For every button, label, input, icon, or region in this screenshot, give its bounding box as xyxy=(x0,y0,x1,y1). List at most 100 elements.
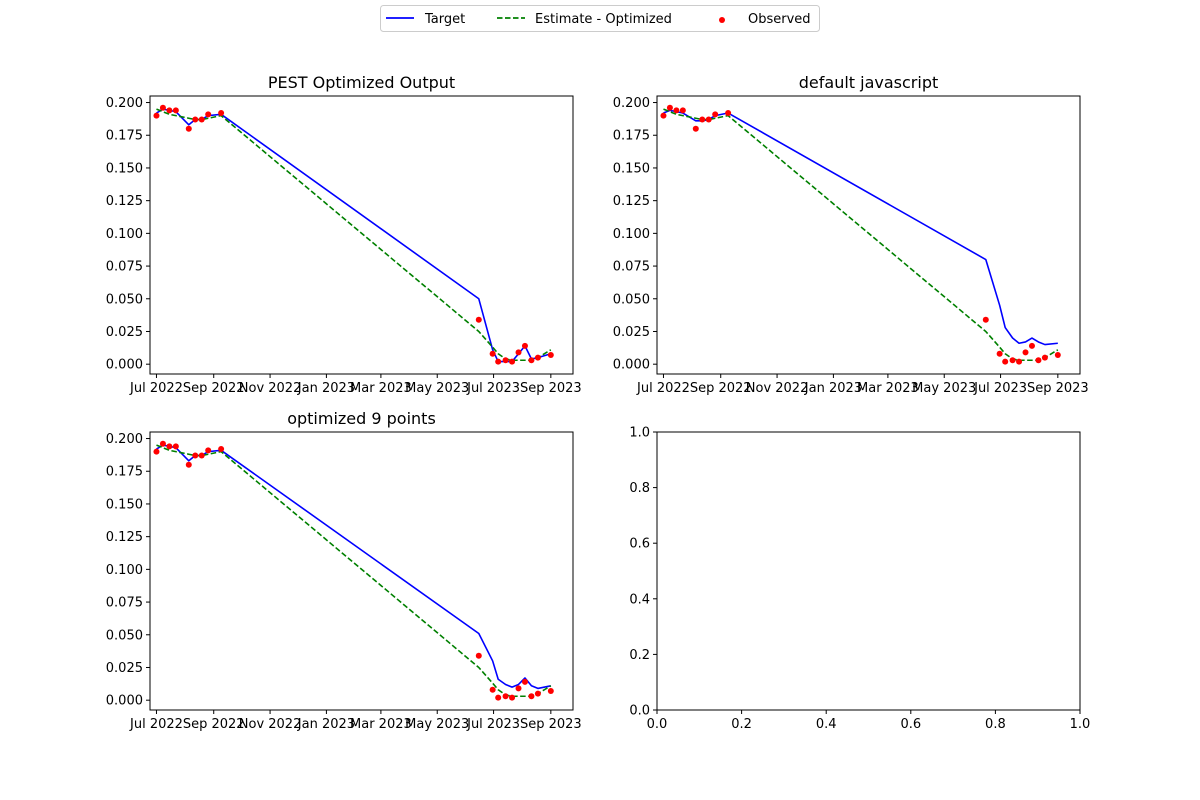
c3-y-tick-label-2: 0.4 xyxy=(629,592,650,607)
c2-x-tick-label-3: Jan 2023 xyxy=(297,717,355,732)
c0-x-tick-label-0: Jul 2022 xyxy=(129,381,183,396)
c1-observed-point-12 xyxy=(1009,357,1016,364)
c0-observed-point-0 xyxy=(153,112,160,119)
c1-y-tick-label-2: 0.050 xyxy=(613,292,650,307)
c1-observed-point-11 xyxy=(1002,358,1009,365)
c0-chart-title: PEST Optimized Output xyxy=(268,73,455,92)
c1-observed-point-7 xyxy=(712,111,719,118)
c0-observed-point-16 xyxy=(528,357,535,364)
c2-x-tick-label-0: Jul 2022 xyxy=(129,717,183,732)
c1-observed-point-14 xyxy=(1022,349,1029,356)
c2-x-tick-label-7: Sep 2023 xyxy=(520,717,582,732)
c2-y-tick-label-4: 0.100 xyxy=(106,563,143,578)
c2-observed-point-4 xyxy=(185,461,192,468)
c0-y-tick-label-4: 0.100 xyxy=(106,227,143,242)
c0-x-tick-label-3: Jan 2023 xyxy=(297,381,355,396)
c0-observed-point-9 xyxy=(475,316,482,323)
c2-x-tick-label-5: May 2023 xyxy=(405,717,469,732)
c3-y-tick-label-0: 0.0 xyxy=(629,704,650,719)
c1-observed-point-13 xyxy=(1016,358,1023,365)
c0-observed-point-5 xyxy=(192,116,199,123)
c1-x-tick-label-3: Jan 2023 xyxy=(804,381,862,396)
c1-y-tick-label-6: 0.150 xyxy=(613,161,650,176)
c0-observed-point-4 xyxy=(185,125,192,132)
c0-observed-point-2 xyxy=(166,107,173,114)
c1-y-tick-label-3: 0.075 xyxy=(613,260,650,275)
c0-estimate-optimized-line xyxy=(156,108,552,362)
c3-axes-frame xyxy=(656,431,1081,711)
c0-y-tick-label-7: 0.175 xyxy=(106,129,143,144)
c2-observed-point-7 xyxy=(205,447,212,454)
c0-x-tick-label-4: Mar 2023 xyxy=(350,381,412,396)
c2-observed-point-16 xyxy=(528,693,535,700)
c2-y-tick-label-6: 0.150 xyxy=(106,497,143,512)
c1-observed-point-17 xyxy=(1041,354,1048,361)
c2-y-tick-label-2: 0.050 xyxy=(106,628,143,643)
c2-observed-point-1 xyxy=(159,440,166,447)
c2-observed-point-8 xyxy=(218,446,225,453)
c2-y-tick-label-7: 0.175 xyxy=(106,465,143,480)
legend-observed-marker-icon xyxy=(719,17,725,23)
c2-observed-point-0 xyxy=(153,448,160,455)
legend-estimate-label: Estimate - Optimized xyxy=(535,12,672,27)
c1-x-tick-label-4: Mar 2023 xyxy=(857,381,919,396)
legend-target-label: Target xyxy=(424,12,465,27)
c0-observed-point-13 xyxy=(509,358,516,365)
c0-observed-point-17 xyxy=(534,354,541,361)
c3-x-tick-label-1: 0.2 xyxy=(731,717,752,732)
c2-observed-point-12 xyxy=(502,693,509,700)
c2-y-tick-label-3: 0.075 xyxy=(106,596,143,611)
c0-observed-point-10 xyxy=(489,350,496,357)
c0-y-tick-label-0: 0.000 xyxy=(106,358,143,373)
c3-y-tick-label-5: 1.0 xyxy=(629,426,650,441)
c2-observed-point-14 xyxy=(515,685,522,692)
c1-chart-title: default javascript xyxy=(799,73,939,92)
c2-observed-point-13 xyxy=(509,694,516,701)
c0-plot-area xyxy=(150,96,573,374)
c3-plot-area xyxy=(657,432,1080,710)
c0-observed-point-1 xyxy=(159,104,166,111)
c1-observed-point-9 xyxy=(982,316,989,323)
c0-y-tick-label-6: 0.150 xyxy=(106,161,143,176)
legend-observed-label: Observed xyxy=(748,12,811,27)
c2-observed-point-15 xyxy=(521,678,528,685)
chart-empty-axes: 0.0 0.2 0.4 0.6 0.8 1.0 0.0 0.2 0.4 0.6 0.8 1.0 xyxy=(629,426,1090,733)
c1-x-tick-label-5: May 2023 xyxy=(912,381,976,396)
c2-observed-point-17 xyxy=(534,690,541,697)
c3-x-tick-label-5: 1.0 xyxy=(1070,717,1091,732)
c2-observed-point-5 xyxy=(192,452,199,459)
c1-observed-point-6 xyxy=(705,116,712,123)
c1-observed-point-2 xyxy=(673,107,680,114)
c0-observed-point-14 xyxy=(515,349,522,356)
c1-observed-point-1 xyxy=(666,104,673,111)
legend-frame xyxy=(380,5,820,32)
c2-plot-area xyxy=(150,432,573,710)
c2-observed-point-10 xyxy=(489,686,496,693)
c1-observed-point-4 xyxy=(692,125,699,132)
c1-observed-point-18 xyxy=(1054,352,1061,359)
c2-observed-point-18 xyxy=(547,688,554,695)
c0-observed-point-12 xyxy=(502,357,509,364)
c0-y-tick-label-2: 0.050 xyxy=(106,292,143,307)
c3-y-tick-label-1: 0.2 xyxy=(629,648,650,663)
c0-observed-point-15 xyxy=(521,342,528,349)
c0-x-tick-label-2: Nov 2022 xyxy=(239,381,302,396)
c1-y-tick-label-8: 0.200 xyxy=(613,96,650,111)
c1-observed-point-0 xyxy=(660,112,667,119)
c3-x-tick-label-2: 0.4 xyxy=(816,717,837,732)
c2-y-tick-label-0: 0.000 xyxy=(106,694,143,709)
c1-y-tick-label-0: 0.000 xyxy=(613,358,650,373)
c1-observed-point-15 xyxy=(1028,342,1035,349)
c1-x-tick-label-2: Nov 2022 xyxy=(746,381,809,396)
c0-observed-point-11 xyxy=(495,358,502,365)
c0-x-tick-label-6: Jul 2023 xyxy=(466,381,520,396)
c2-y-tick-label-5: 0.125 xyxy=(106,530,143,545)
c3-x-tick-label-0: 0.0 xyxy=(647,717,668,732)
c1-estimate-optimized-line xyxy=(663,108,1059,362)
c2-estimate-optimized-line xyxy=(156,444,552,698)
c2-axes-frame xyxy=(149,431,574,711)
c1-observed-point-8 xyxy=(725,110,732,117)
